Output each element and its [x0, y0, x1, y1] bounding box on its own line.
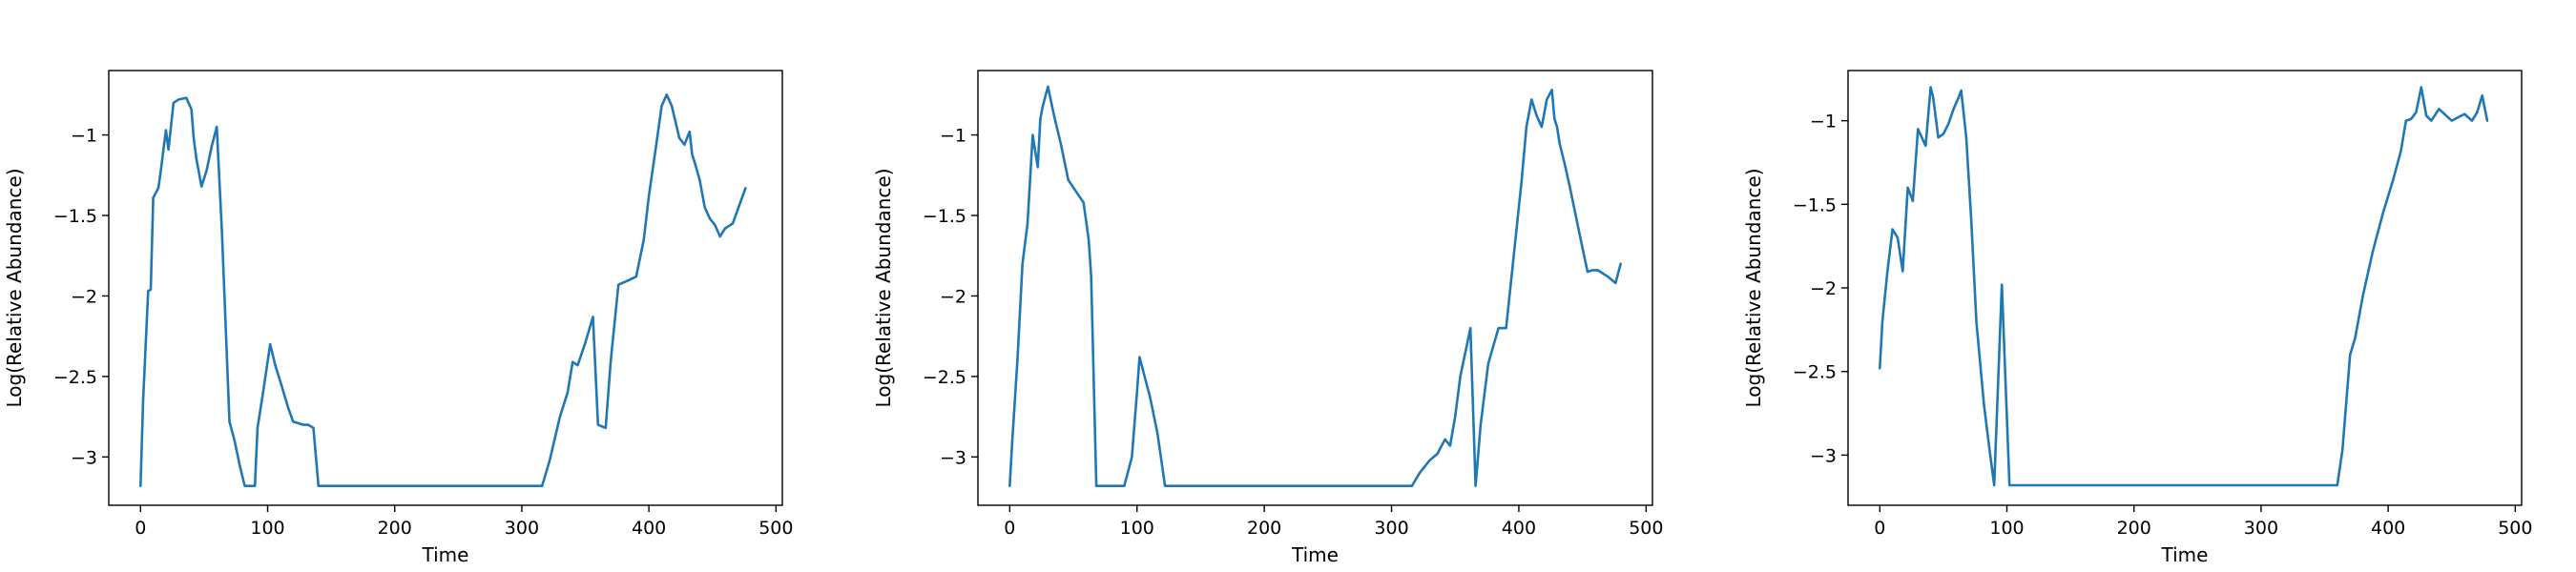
chart-panel-3: 0 100 200 300 400 500 −3 −2.5 −2 −1.5 −1 Time Log(Re…	[1742, 70, 2532, 566]
x-axis-label: Time	[2161, 543, 2209, 566]
series-line-1	[1008, 85, 1622, 488]
plot-frame	[977, 70, 1653, 506]
x-tick-label: 500	[1629, 518, 1663, 539]
x-tick-label: 400	[1502, 518, 1536, 539]
x-tick-label: 300	[1374, 518, 1408, 539]
x-tick-label: 400	[632, 518, 666, 539]
series-line-1	[139, 93, 747, 488]
x-tick-label: 500	[2498, 518, 2532, 539]
y-tick-label: −1.5	[923, 206, 966, 227]
series-line-1	[1879, 86, 2489, 487]
y-tick-label: −3	[71, 447, 97, 468]
y-axis-label: Log(Relative Abundance)	[1742, 169, 1765, 408]
plot-frame	[1847, 70, 2523, 506]
y-tick-label: −2.5	[53, 367, 97, 388]
y-tick-label: −1	[1810, 112, 1837, 133]
y-tick-label: −1	[940, 126, 966, 147]
y-axis-label: Log(Relative Abundance)	[3, 169, 26, 408]
y-tick-label: −3	[1810, 445, 1837, 466]
y-tick-label: −2	[940, 286, 966, 307]
y-tick-label: −2.5	[1793, 362, 1837, 383]
x-tick-label: 100	[250, 518, 284, 539]
x-tick-label: 100	[1120, 518, 1154, 539]
y-tick-label: −1	[71, 126, 97, 147]
x-axis-label: Time	[1291, 543, 1339, 566]
plot-frame	[108, 70, 783, 506]
x-tick-label: 200	[378, 518, 412, 539]
chart-panel-1: 0 100 200 300 400 500 −3 −2.5 −2 −1.5 −1 Time Log(Re…	[3, 70, 793, 566]
y-tick-label: −2	[71, 286, 97, 307]
y-tick-label: −1.5	[1793, 194, 1837, 215]
y-tick-label: −2.5	[923, 367, 966, 388]
y-tick-label: −1.5	[53, 206, 97, 227]
x-tick-label: 300	[2244, 518, 2278, 539]
x-tick-label: 500	[758, 518, 793, 539]
x-tick-label: 0	[1874, 518, 1885, 539]
y-tick-label: −3	[940, 447, 966, 468]
x-tick-label: 300	[505, 518, 539, 539]
x-tick-label: 0	[1004, 518, 1015, 539]
x-tick-label: 100	[1989, 518, 2024, 539]
chart-panel-2: 0 100 200 300 400 500 −3 −2.5 −2 −1.5 −1 Time Log(Re…	[872, 70, 1663, 566]
x-axis-label: Time	[422, 543, 469, 566]
x-tick-label: 200	[2117, 518, 2151, 539]
x-tick-label: 0	[135, 518, 146, 539]
x-tick-label: 400	[2371, 518, 2405, 539]
y-tick-label: −2	[1810, 278, 1837, 299]
y-axis-label: Log(Relative Abundance)	[872, 169, 895, 408]
x-tick-label: 200	[1247, 518, 1281, 539]
